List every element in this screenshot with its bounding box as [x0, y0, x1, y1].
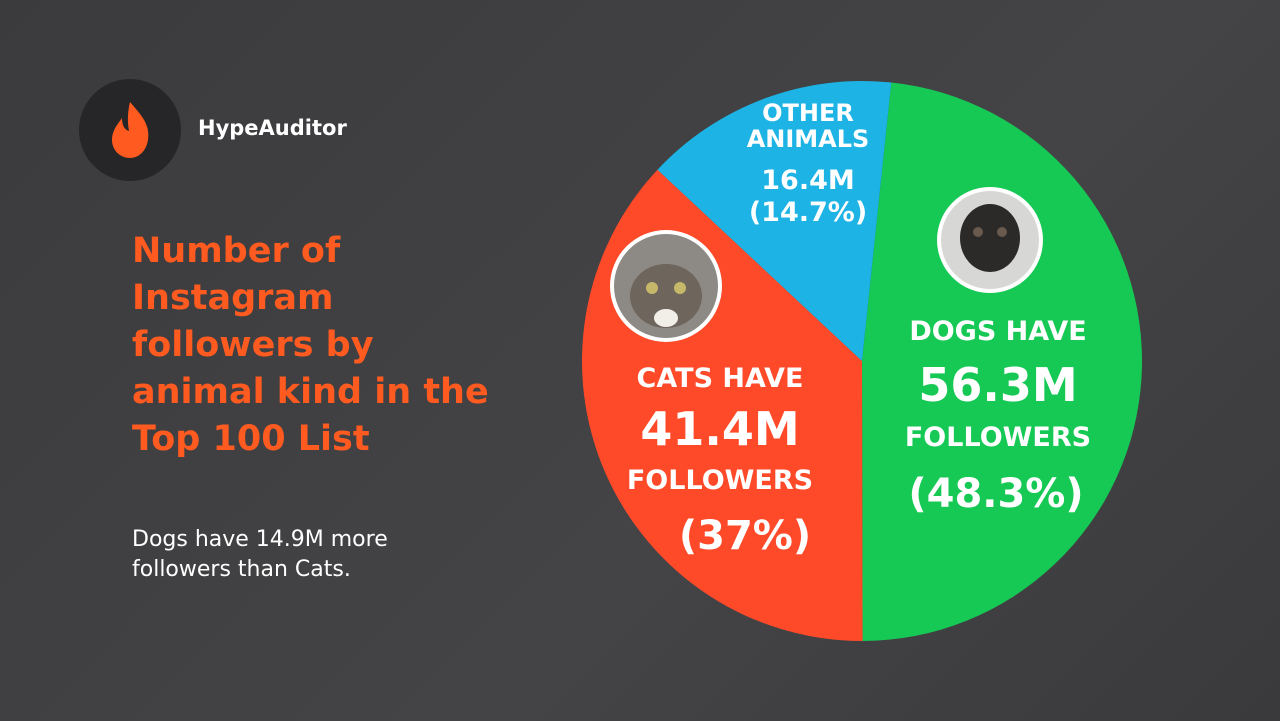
- dog-avatar: [937, 187, 1043, 293]
- followers-label: 56.3M: [918, 358, 1078, 412]
- brand-name: HypeAuditor: [198, 116, 347, 140]
- slice-name: OTHER ANIMALS: [746, 99, 870, 154]
- followers-label: 16.4M: [761, 165, 855, 196]
- percent-label: (37%): [678, 513, 812, 559]
- cat-avatar: [610, 230, 722, 342]
- slice-name: CATS HAVE: [636, 363, 804, 394]
- followers-label: 41.4M: [640, 402, 800, 456]
- percent-label: (14.7%): [748, 197, 868, 228]
- slice-name: DOGS HAVE: [909, 316, 1087, 347]
- logo-flame: [112, 102, 149, 158]
- pie-slice: [862, 82, 1143, 641]
- note: Dogs have 14.9M more followers than Cats…: [132, 527, 388, 582]
- suffix-label: FOLLOWERS: [904, 422, 1092, 453]
- pie-slice: [657, 80, 892, 361]
- percent-label: (48.3%): [908, 471, 1084, 517]
- suffix-label: FOLLOWERS: [626, 465, 814, 496]
- chart-title: Number of Instagram followers by animal …: [132, 231, 489, 459]
